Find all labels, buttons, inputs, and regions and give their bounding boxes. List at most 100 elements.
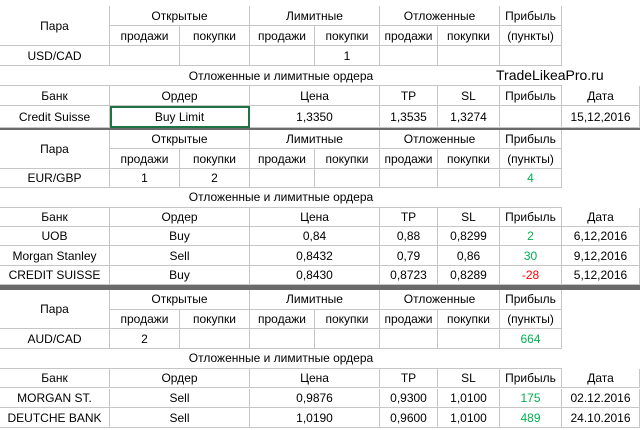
pair-cell [438,168,500,189]
pair-cell [438,46,500,66]
pair-subheader-cell: продажи [250,26,315,46]
order-cell: 0,88 [380,227,438,247]
order-cell: 0,8289 [438,265,500,286]
pair-cell [380,168,438,189]
order-cell: 0,86 [438,246,500,266]
orders-header-cell: Дата [562,368,640,389]
order-cell: 0,9600 [380,408,438,428]
pair-cell [380,46,438,66]
order-cell: CREDIT SUISSE [0,265,110,286]
order-cell: 02.12.2016 [562,388,640,409]
pair-cell: AUD/CAD [0,329,110,350]
order-cell: Sell [110,388,250,409]
block-separator [0,128,640,130]
order-cell: DEUTCHE BANK [0,408,110,428]
order-cell: Credit Suisse [0,106,110,128]
pair-cell [500,46,562,66]
order-cell: MORGAN ST. [0,388,110,409]
block-separator [0,285,640,290]
pair-subheader-cell: (пункты) [500,26,562,46]
pair-header-cell: Прибыль [500,290,562,310]
pair-header-cell: Прибыль [500,6,562,26]
pair-cell [180,329,250,350]
orders-header-cell: SL [438,368,500,389]
order-cell: 24.10.2016 [562,408,640,428]
orders-header-cell: TP [380,368,438,389]
pair-subheader-cell: продажи [110,26,180,46]
order-cell: 1,0100 [438,388,500,409]
orders-title: Отложенные и лимитные ордера [0,349,562,369]
pair-subheader-cell: (пункты) [500,149,562,169]
pair-header-cell: Лимитные [250,290,380,310]
pair-cell [250,168,315,189]
pair-cell [315,168,380,189]
order-cell: 0,8430 [250,265,380,286]
orders-header-cell: Дата [562,207,640,227]
order-cell: 6,12,2016 [562,227,640,247]
pair-subheader-cell: (пункты) [500,309,562,330]
orders-header-cell: Ордер [110,207,250,227]
pair-subheader-cell: покупки [315,149,380,169]
order-cell: Sell [110,246,250,266]
order-cell: 0,79 [380,246,438,266]
order-cell: 0,8432 [250,246,380,266]
orders-header-cell: Ордер [110,86,250,106]
order-cell: 9,12,2016 [562,246,640,266]
orders-header-cell: Прибыль [500,207,562,227]
orders-header-cell: Банк [0,368,110,389]
pair-cell [250,46,315,66]
order-cell: -28 [500,265,562,286]
pair-cell [110,46,180,66]
pair-subheader-cell: покупки [438,26,500,46]
pair-cell: 2 [110,329,180,350]
order-cell: Buy Limit [110,106,250,128]
order-cell: 1,3535 [380,106,438,128]
pair-cell [438,329,500,350]
orders-header-cell: SL [438,86,500,106]
orders-header-cell: Цена [250,368,380,389]
order-cell: UOB [0,227,110,247]
order-cell: Buy [110,265,250,286]
pair-header-cell: Пара [0,6,110,46]
order-cell: 0,84 [250,227,380,247]
pair-subheader-cell: продажи [380,309,438,330]
orders-header-cell: Прибыль [500,86,562,106]
pair-subheader-cell: покупки [180,149,250,169]
pair-cell [250,329,315,350]
pair-subheader-cell: продажи [380,26,438,46]
order-cell: 15,12,2016 [562,106,640,128]
pair-header-cell: Открытые [110,6,250,26]
pair-subheader-cell: покупки [180,309,250,330]
pair-header-cell: Пара [0,130,110,169]
pair-header-cell: Пара [0,290,110,330]
order-cell [500,106,562,128]
pair-subheader-cell: покупки [315,309,380,330]
order-cell: 489 [500,408,562,428]
order-cell: Buy [110,227,250,247]
watermark: TradeLikeaPro.ru [496,67,604,83]
orders-header-cell: TP [380,86,438,106]
order-cell: 0,9300 [380,388,438,409]
orders-header-cell: TP [380,207,438,227]
order-cell: 5,12,2016 [562,265,640,286]
orders-header-cell: Банк [0,207,110,227]
pair-header-cell: Лимитные [250,6,380,26]
orders-header-cell: Дата [562,86,640,106]
orders-header-cell: Прибыль [500,368,562,389]
pair-subheader-cell: покупки [180,26,250,46]
orders-header-cell: Банк [0,86,110,106]
orders-header-cell: SL [438,207,500,227]
order-cell: Sell [110,408,250,428]
pair-subheader-cell: продажи [380,149,438,169]
orders-header-cell: Цена [250,86,380,106]
pair-subheader-cell: продажи [250,149,315,169]
pair-cell [380,329,438,350]
order-cell: 2 [500,227,562,247]
pair-subheader-cell: продажи [110,309,180,330]
orders-title: Отложенные и лимитные ордера [0,188,562,208]
pair-cell: 1 [315,46,380,66]
pair-subheader-cell: продажи [250,309,315,330]
order-cell: 175 [500,388,562,409]
pair-subheader-cell: покупки [315,26,380,46]
